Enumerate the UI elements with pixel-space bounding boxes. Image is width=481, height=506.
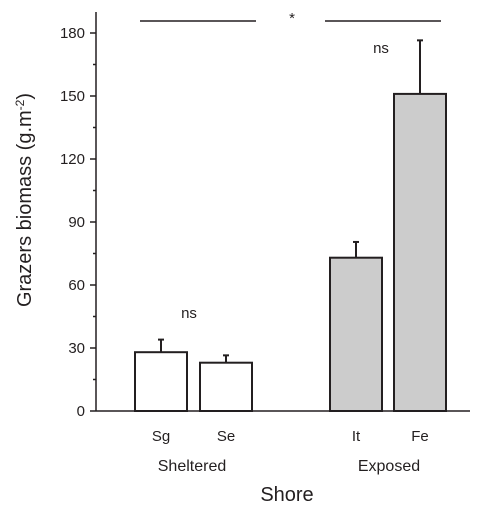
y-axis-ticks: 0 30 60 90 120 150 180 bbox=[60, 25, 96, 420]
x-axis-categories: Sg Se It Fe bbox=[152, 428, 429, 445]
y-tick-label-90: 90 bbox=[68, 214, 85, 231]
group-label-sheltered: Sheltered bbox=[158, 458, 227, 475]
y-tick-label-0: 0 bbox=[77, 403, 85, 420]
bars-layer bbox=[134, 39, 447, 413]
y-axis-title-suffix: ) bbox=[14, 93, 36, 100]
y-axis-title: Grazers biomass (g.m-2) bbox=[13, 93, 36, 307]
x-category-label-Sg: Sg bbox=[152, 428, 170, 445]
y-tick-label-150: 150 bbox=[60, 88, 85, 105]
y-axis-title-superscript: -2 bbox=[13, 99, 27, 110]
y-tick-label-60: 60 bbox=[68, 277, 85, 294]
x-category-label-It: It bbox=[352, 428, 361, 445]
bar-Se bbox=[199, 361, 253, 413]
x-category-label-Se: Se bbox=[217, 428, 235, 445]
group-label-exposed: Exposed bbox=[358, 458, 420, 475]
y-tick-label-30: 30 bbox=[68, 340, 85, 357]
x-category-label-Fe: Fe bbox=[411, 428, 429, 445]
group-annotation-sheltered: ns bbox=[181, 305, 197, 322]
bar-It bbox=[329, 256, 383, 413]
bar-Fe bbox=[393, 92, 447, 413]
bar-Sg bbox=[134, 351, 188, 413]
y-tick-label-120: 120 bbox=[60, 151, 85, 168]
y-tick-label-180: 180 bbox=[60, 25, 85, 42]
y-axis-title-main: Grazers biomass (g.m bbox=[14, 110, 36, 307]
group-annotation-exposed: ns bbox=[373, 40, 389, 57]
comparison-annotation: * bbox=[289, 10, 295, 27]
x-axis-title: Shore bbox=[260, 484, 313, 506]
